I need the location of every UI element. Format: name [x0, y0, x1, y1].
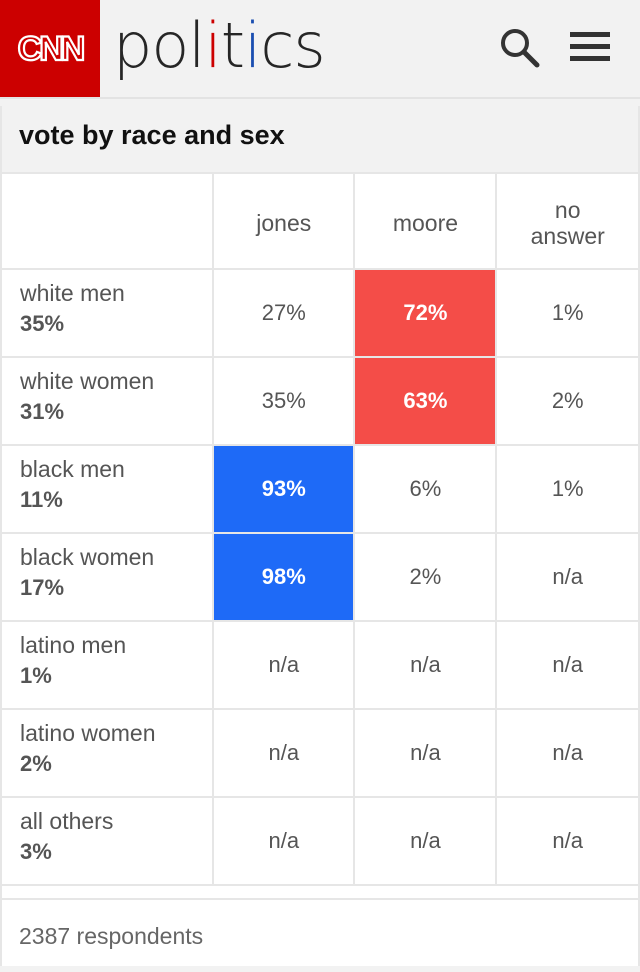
- value-cell: n/a: [353, 708, 498, 798]
- group-name: white men: [20, 280, 125, 306]
- group-label-cell: black women 17%: [0, 532, 215, 622]
- results-card: vote by race and sex jones moore no answe…: [0, 106, 640, 966]
- value-cell: n/a: [353, 796, 498, 886]
- table-row: black men 11% 93% 6% 1%: [0, 444, 640, 534]
- group-name: latino men: [20, 632, 127, 658]
- group-name: all others: [20, 808, 114, 834]
- value-cell: 72%: [353, 268, 498, 358]
- group-share: 11%: [20, 487, 63, 512]
- group-name: black women: [20, 544, 155, 570]
- group-share: 17%: [20, 575, 65, 600]
- table-row: all others 3% n/a n/a n/a: [0, 796, 640, 886]
- group-share: 31%: [20, 399, 65, 424]
- table-row: black women 17% 98% 2% n/a: [0, 532, 640, 622]
- value-cell: n/a: [495, 796, 640, 886]
- table-row: latino women 2% n/a n/a n/a: [0, 708, 640, 798]
- group-share: 2%: [20, 751, 52, 776]
- search-icon[interactable]: [497, 25, 541, 69]
- table-header-row: jones moore no answer: [0, 172, 640, 270]
- value-cell: 35%: [212, 356, 356, 446]
- group-share: 1%: [20, 663, 52, 688]
- group-label-cell: latino women 2%: [0, 708, 215, 798]
- group-name: white women: [20, 368, 155, 394]
- group-label-cell: white men 35%: [0, 268, 215, 358]
- cnn-logo-mark: CNN: [17, 29, 88, 69]
- column-header: jones: [212, 172, 356, 270]
- value-cell: 93%: [212, 444, 356, 534]
- header-empty-cell: [0, 172, 215, 270]
- value-cell: n/a: [212, 620, 356, 710]
- table-row: latino men 1% n/a n/a n/a: [0, 620, 640, 710]
- cnn-logo[interactable]: CNN: [0, 0, 100, 97]
- svg-text:CNN: CNN: [18, 30, 84, 68]
- group-label-cell: black men 11%: [0, 444, 215, 534]
- results-table: jones moore no answer white men 35% 27% 72% 1…: [0, 172, 640, 886]
- value-cell: 6%: [353, 444, 498, 534]
- group-share: 3%: [20, 839, 52, 864]
- group-name: latino women: [20, 720, 156, 746]
- group-label-cell: all others 3%: [0, 796, 215, 886]
- table-row: white women 31% 35% 63% 2%: [0, 356, 640, 446]
- value-cell: n/a: [353, 620, 498, 710]
- value-cell: n/a: [495, 708, 640, 798]
- respondents-count: 2387 respondents: [2, 898, 638, 966]
- value-cell: 1%: [495, 268, 640, 358]
- value-cell: 1%: [495, 444, 640, 534]
- section-title[interactable]: politics: [113, 9, 326, 82]
- group-share: 35%: [20, 311, 65, 336]
- value-cell: n/a: [212, 796, 356, 886]
- group-label-cell: white women 31%: [0, 356, 215, 446]
- value-cell: 27%: [212, 268, 356, 358]
- value-cell: 63%: [353, 356, 498, 446]
- value-cell: 2%: [495, 356, 640, 446]
- column-header: no answer: [495, 172, 640, 270]
- value-cell: 2%: [353, 532, 498, 622]
- value-cell: n/a: [495, 620, 640, 710]
- value-cell: n/a: [212, 708, 356, 798]
- value-cell: 98%: [212, 532, 356, 622]
- value-cell: n/a: [495, 532, 640, 622]
- group-name: black men: [20, 456, 125, 482]
- card-title: vote by race and sex: [2, 106, 638, 172]
- column-header: moore: [353, 172, 498, 270]
- site-header: CNN politics: [0, 0, 640, 99]
- group-label-cell: latino men 1%: [0, 620, 215, 710]
- hamburger-menu-icon[interactable]: [568, 28, 612, 66]
- table-row: white men 35% 27% 72% 1%: [0, 268, 640, 358]
